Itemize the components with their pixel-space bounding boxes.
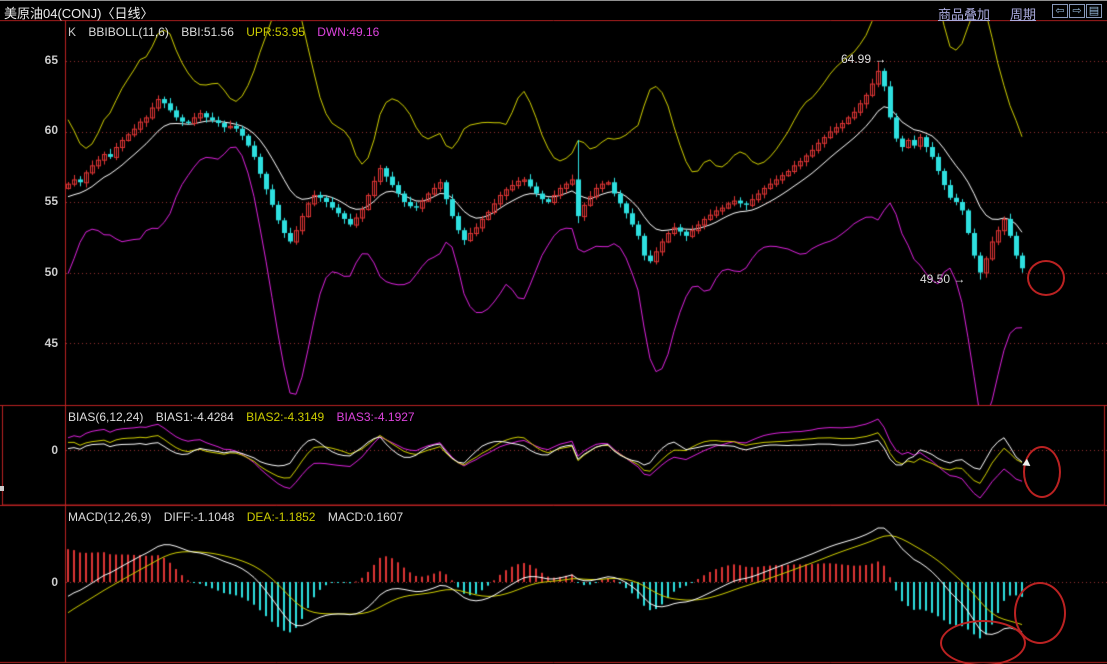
selection-handle[interactable]	[0, 486, 4, 491]
y-tick-55: 55	[44, 194, 58, 208]
bias-indicator-readout: BIAS(6,12,24) BIAS1:-4.4284 BIAS2:-4.314…	[68, 410, 424, 424]
y-tick-50: 50	[44, 265, 58, 279]
bbiboll-label: BBIBOLL(11,6)	[88, 25, 169, 39]
y-tick-65: 65	[44, 53, 58, 67]
bias-label: BIAS(6,12,24)	[68, 410, 144, 424]
diff-value: DIFF:-1.1048	[163, 510, 235, 524]
bias2-value: BIAS2:-4.3149	[246, 410, 325, 424]
y-tick-60: 60	[44, 123, 58, 137]
annotation-ellipse-macd-round	[1014, 582, 1066, 644]
split-window-button[interactable]: ▤	[1086, 4, 1102, 18]
macd-indicator-readout: MACD(12,26,9) DIFF:-1.1048 DEA:-1.1852 M…	[68, 510, 412, 524]
dea-value: DEA:-1.1852	[246, 510, 316, 524]
main-chart-panel[interactable]	[0, 21, 1107, 405]
dwn-value: DWN:49.16	[317, 25, 380, 39]
macd-value: MACD:0.1607	[327, 510, 404, 524]
low-price-annotation: 49.50 →	[920, 272, 966, 286]
annotation-ellipse-price	[1027, 260, 1065, 296]
high-price-annotation: 64.99 →	[841, 52, 887, 66]
macd-label: MACD(12,26,9)	[68, 510, 152, 524]
upr-value: UPR:53.95	[246, 25, 305, 39]
instrument-title: 美原油04(CONJ)〈日线〉	[4, 6, 154, 21]
right-arrow-icon: ⇨	[1072, 5, 1082, 17]
prev-button[interactable]: ⇦	[1052, 4, 1068, 18]
bias3-value: BIAS3:-4.1927	[336, 410, 415, 424]
split-window-icon: ▤	[1088, 5, 1100, 17]
bbi-value: BBI:51.56	[181, 25, 234, 39]
k-label: K	[68, 25, 77, 39]
period-link[interactable]: 周期	[1010, 7, 1037, 22]
annotation-ellipse-bias	[1023, 446, 1061, 498]
bias-zero-label: 0	[51, 443, 58, 457]
annotation-ellipse-macd-wide	[940, 620, 1026, 664]
left-arrow-icon: ⇦	[1055, 5, 1065, 17]
commodity-overlay-link[interactable]: 商品叠加	[938, 7, 991, 22]
next-button[interactable]: ⇨	[1069, 4, 1085, 18]
main-indicator-readout: K BBIBOLL(11,6) BBI:51.56 UPR:53.95 DWN:…	[68, 25, 388, 39]
title-bar: 美原油04(CONJ)〈日线〉 商品叠加 周期 ⇦ ⇨ ▤	[0, 0, 1107, 22]
macd-zero-label: 0	[51, 575, 58, 589]
y-tick-45: 45	[44, 336, 58, 350]
bias1-value: BIAS1:-4.4284	[155, 410, 234, 424]
